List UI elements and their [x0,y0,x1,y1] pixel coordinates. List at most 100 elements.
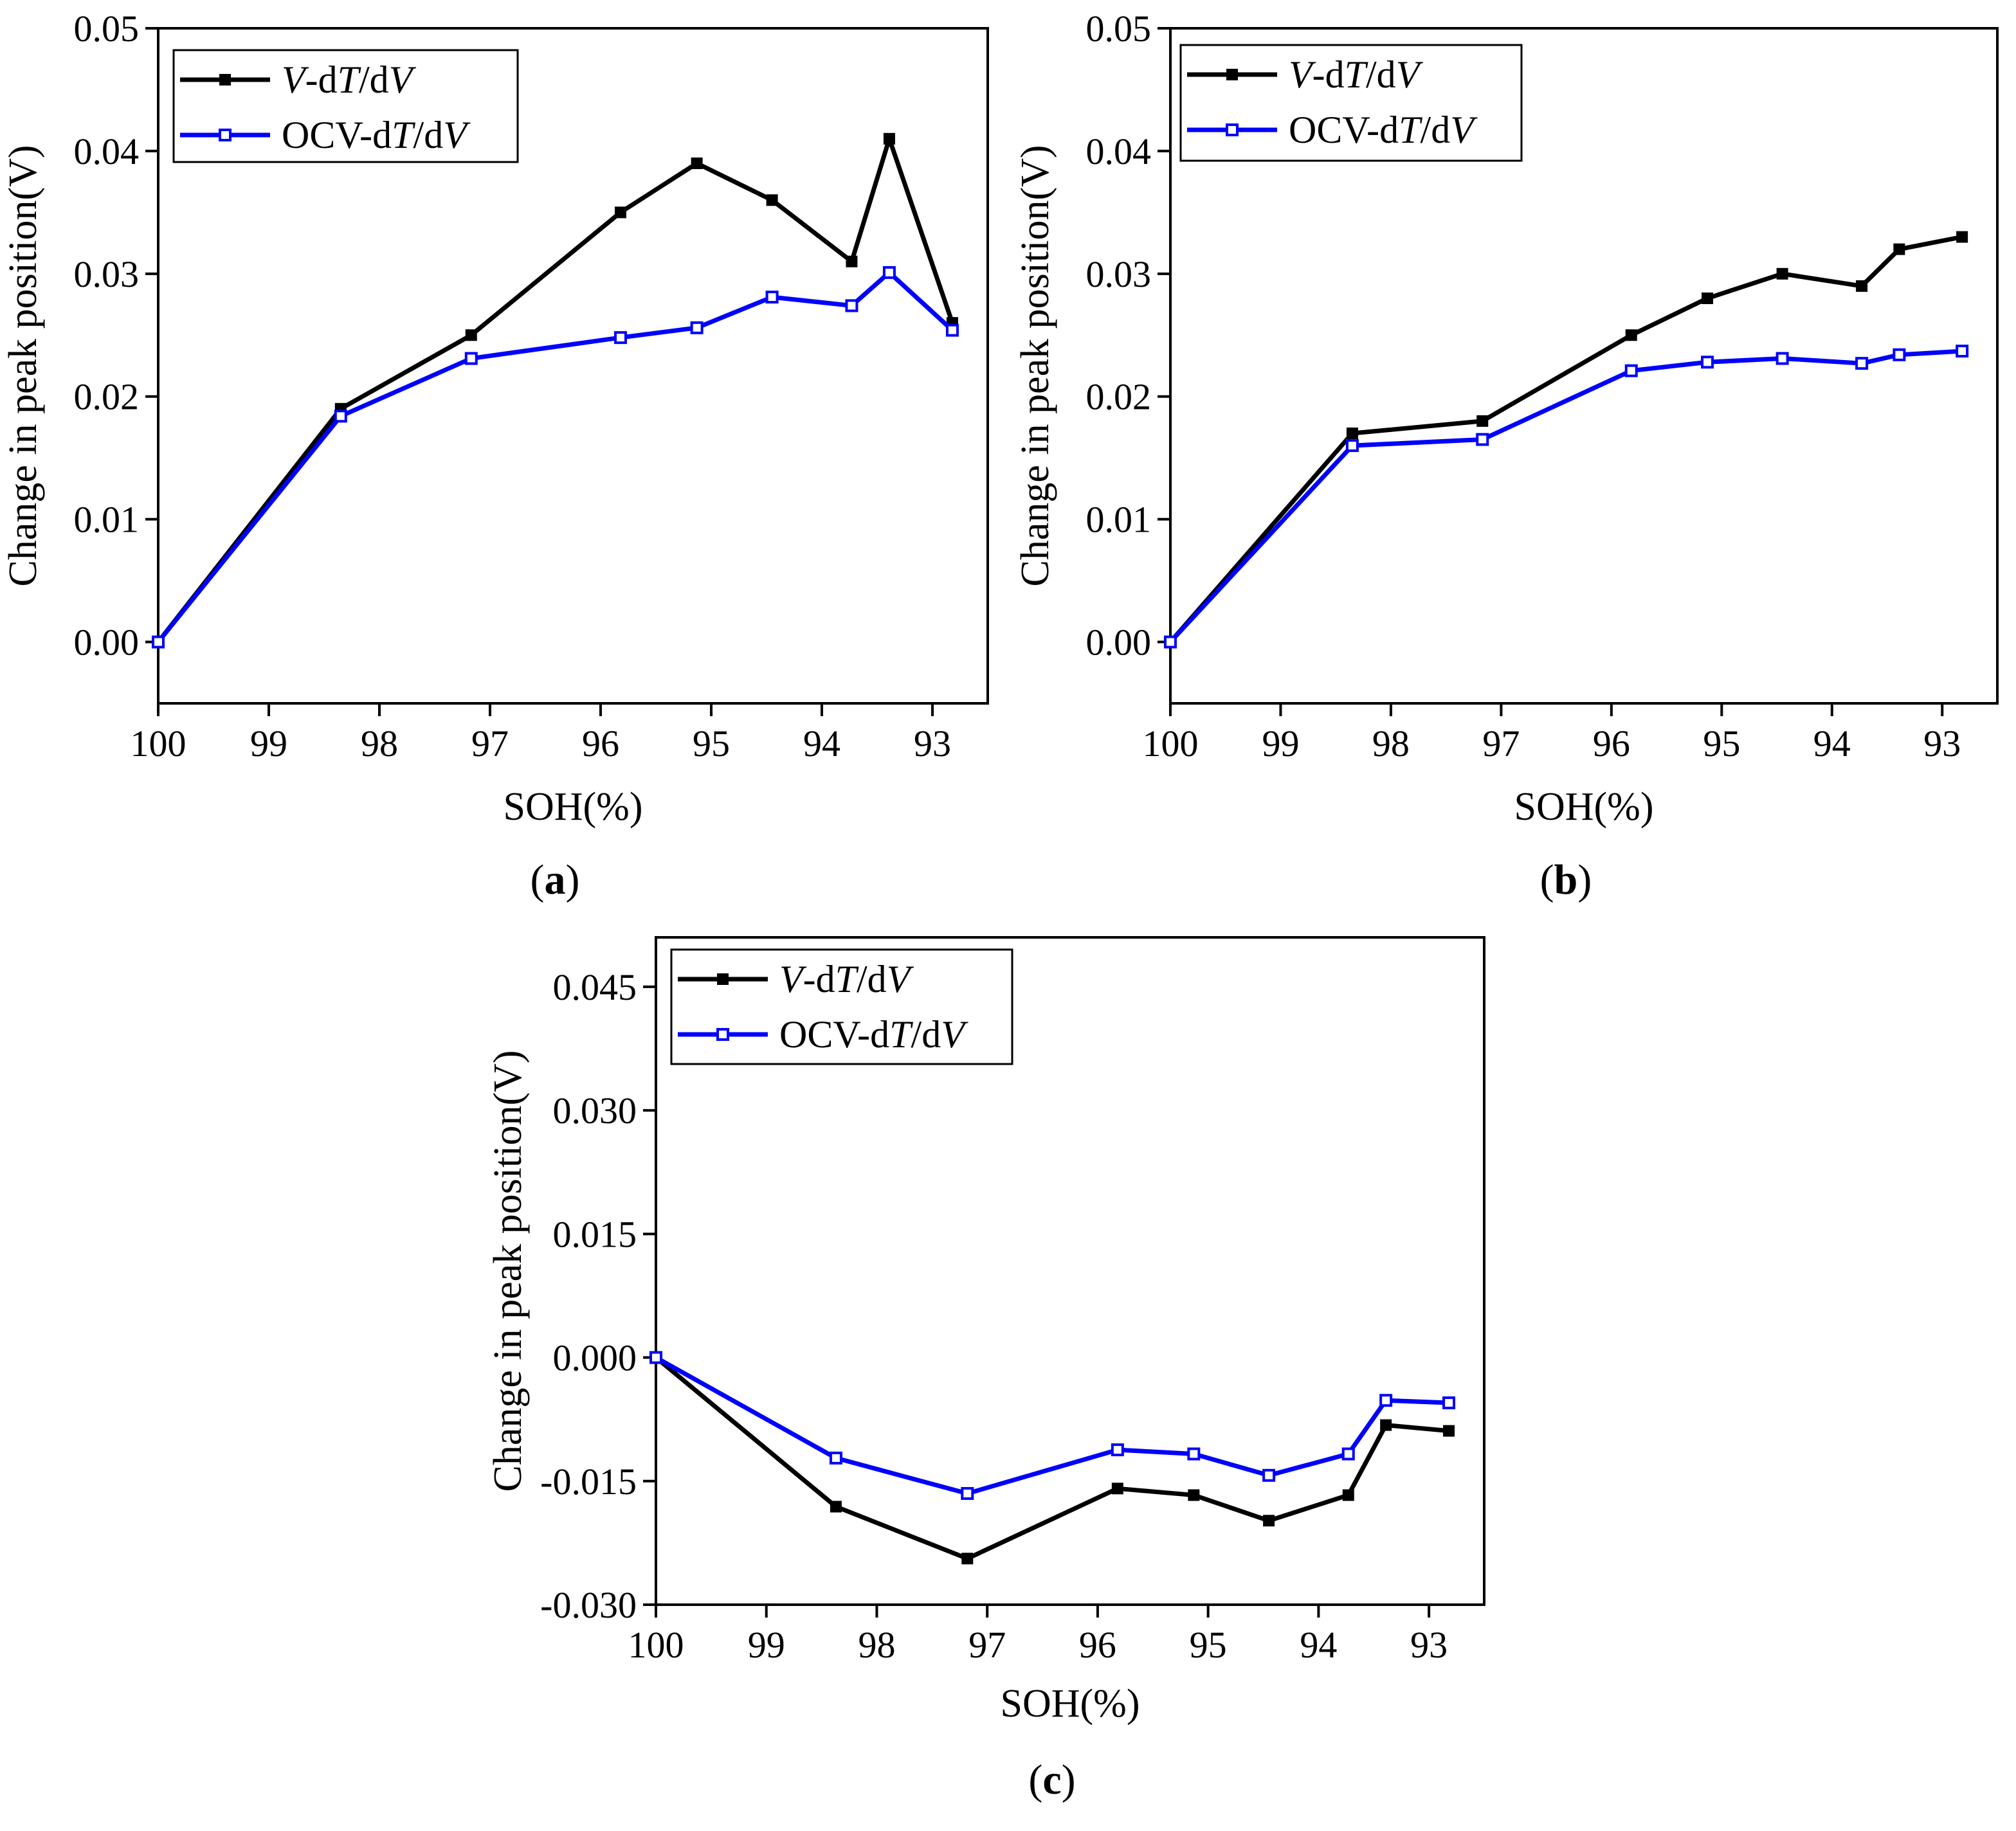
x-tick-label: 99 [1262,723,1299,764]
legend: V-dT/dV OCV-dT/dV [670,948,1013,1065]
x-tick-label: 99 [748,1624,785,1666]
y-tick-label: -0.015 [540,1461,637,1502]
x-tick-label: 99 [250,723,287,764]
legend-marker [219,129,232,141]
legend: V-dT/dV OCV-dT/dV [1179,44,1523,162]
series-line [156,270,954,644]
x-tick-label: 96 [1079,1624,1116,1666]
data-point [690,321,704,334]
y-tick-label: 0.045 [553,966,637,1008]
x-tick-label: 97 [471,723,509,764]
data-point [152,635,165,649]
x-tick-label: 97 [1482,723,1520,764]
legend-box [172,49,519,163]
data-point [465,329,477,341]
plot-frame [1169,27,1999,705]
y-tick-label: 0.015 [553,1213,637,1255]
x-tick-label: 100 [131,723,186,764]
panel-label: (b) [1540,856,1592,903]
y-tick-label: 0.02 [1086,376,1152,418]
data-point [766,194,778,206]
x-tick-label: 93 [914,723,951,764]
series-v-dt-dv [152,132,958,648]
data-point [1380,1419,1392,1431]
data-point [1476,433,1489,446]
series-ocv-dt-dv [649,1351,1456,1500]
data-point [882,266,896,279]
y-axis-title: Change in peak position(V) [1013,145,1057,586]
series-ocv-dt-dv [152,266,959,649]
y-tick-label: 0.00 [74,622,140,663]
series-line [1168,235,1963,644]
data-point [1442,1396,1456,1410]
data-point [614,206,626,219]
legend-box [1179,44,1523,162]
data-point [1111,1443,1124,1457]
data-point [613,331,627,345]
x-tick-label: 98 [858,1624,895,1666]
x-tick-label: 96 [582,723,619,764]
legend-entry: OCV-dT/dV [1289,109,1478,151]
x-axis-title: SOH(%) [504,785,643,829]
series-line [156,136,955,644]
data-point [1701,356,1714,369]
data-point [1893,243,1905,255]
plot-frame [655,936,1485,1606]
data-point [1111,1483,1123,1495]
data-point [845,299,858,312]
y-axis-title: Change in peak position(V) [1,145,45,586]
x-axis-title: SOH(%) [1514,785,1654,829]
x-tick-label: 100 [1143,723,1199,764]
legend-marker [219,74,231,86]
legend-marker [1226,123,1239,136]
data-point [1346,428,1358,439]
data-point [1702,293,1714,304]
data-point [961,1553,974,1565]
legend: V-dT/dV OCV-dT/dV [172,49,519,163]
data-point [691,158,703,169]
data-point [1342,1489,1354,1501]
legend-marker [716,1028,729,1041]
x-tick-label: 95 [1703,723,1740,764]
x-tick-label: 98 [1372,723,1410,764]
data-point [1262,1468,1276,1482]
data-point [765,291,779,304]
x-tick-label: 100 [628,1624,684,1666]
y-tick-label: -0.030 [540,1584,637,1626]
x-tick-label: 94 [1300,1624,1337,1666]
legend-entry: OCV-dT/dV [779,1013,968,1056]
data-point [1624,364,1638,377]
data-point [829,1451,842,1465]
data-point [1341,1447,1355,1461]
data-point [1775,352,1789,365]
data-point [464,352,478,365]
data-point [1188,1489,1200,1501]
chart-panel-b: 100 99 98 97 96 95 94 93 0.00 0.01 0.02 0.03 0.04 0.0… [1013,8,1999,903]
y-tick-label: 0.05 [74,8,140,50]
data-point [846,255,858,267]
plot-frame [157,27,989,705]
series-line [655,1355,1449,1496]
y-tick-label: 0.000 [553,1337,637,1379]
x-tick-label: 93 [1410,1624,1448,1666]
series-v-dt-dv [1165,231,1968,648]
series-line [1168,348,1963,644]
x-tick-label: 95 [693,723,730,764]
legend-entry: V-dT/dV [282,59,417,101]
legend-box [670,948,1013,1065]
y-tick-label: 0.02 [74,376,140,418]
data-point [1855,357,1869,370]
y-tick-label: 0.030 [553,1090,637,1132]
series-ocv-dt-dv [1164,345,1969,649]
x-tick-label: 96 [1593,723,1630,764]
data-point [1956,345,1969,358]
chart-panel-c: 100 99 98 97 96 95 94 93 -0.030 -0.015 0.000 0.015 0… [486,936,1485,1803]
y-tick-label: 0.03 [1086,253,1152,295]
y-tick-label: 0.04 [1086,131,1152,172]
data-point [1476,415,1489,427]
legend-entry: OCV-dT/dV [282,114,471,156]
x-tick-label: 93 [1923,723,1961,764]
y-tick-label: 0.01 [1086,499,1152,541]
y-tick-label: 0.00 [1086,622,1152,663]
data-point [334,410,347,423]
